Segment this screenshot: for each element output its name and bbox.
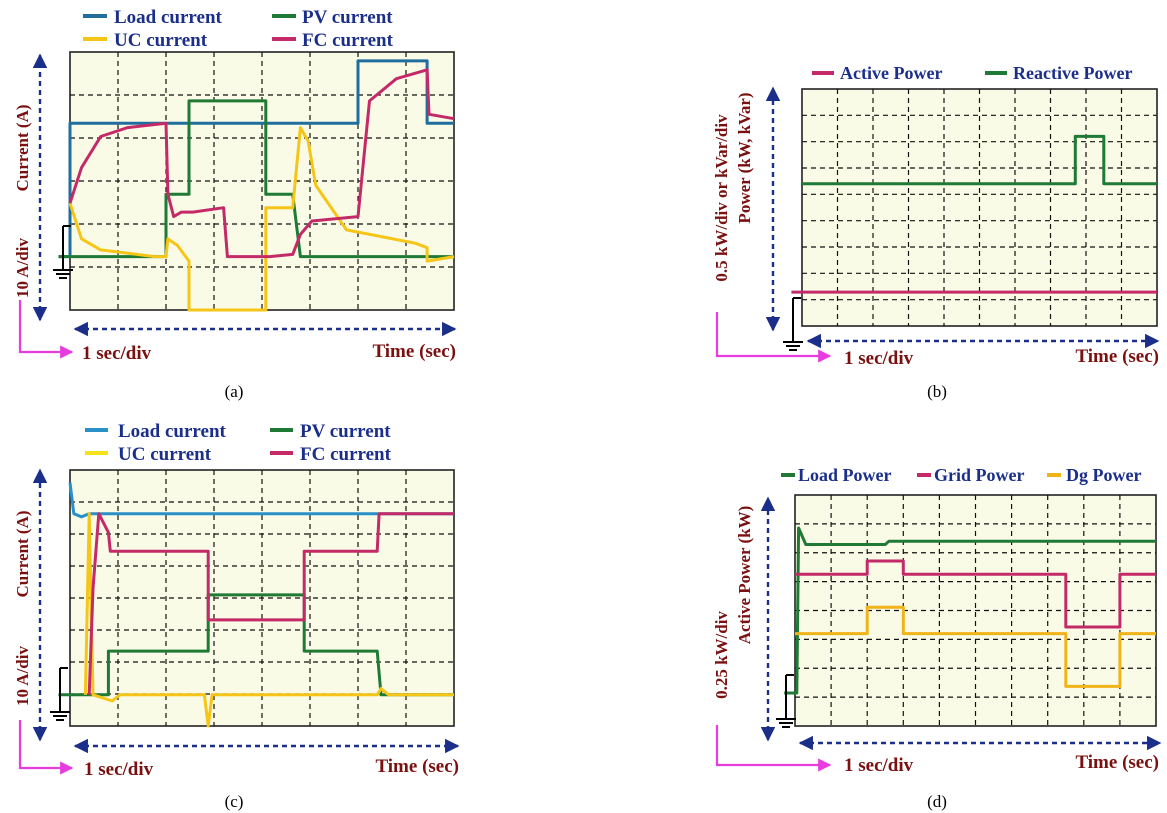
y-scale-d: 0.25 kW/div (712, 611, 731, 699)
legend-label-pv-c: PV current (300, 421, 391, 442)
legend-label-fc: FC current (302, 30, 394, 51)
x-unit-b: Time (sec) (1075, 346, 1159, 367)
panel-c: Load current PV current UC current FC cu… (20, 421, 459, 811)
y-scale-a: 10 A/div (13, 238, 32, 298)
legend-d: Load Power Grid Power Dg Power (781, 465, 1141, 485)
time-corner-arrow-c (20, 720, 72, 768)
x-unit-c: Time (sec) (375, 756, 459, 777)
x-unit-d: Time (sec) (1075, 752, 1159, 773)
panel-b: Active Power Reactive Power 1 sec/div Ti… (717, 63, 1159, 401)
legend-label-uc: UC current (114, 30, 208, 51)
y-scale-b: 0.5 kW/div or kVar/div (712, 114, 731, 282)
x-scale-b: 1 sec/div (844, 348, 914, 369)
y-scale-c: 10 A/div (13, 646, 32, 706)
x-unit-a: Time (sec) (372, 341, 456, 362)
legend-label-load-c: Load current (118, 421, 227, 442)
ground-icon-b (783, 298, 803, 350)
plot-area-d (776, 495, 1156, 727)
x-scale-a: 1 sec/div (82, 343, 152, 364)
y-unit-label-a: Current (A) (13, 104, 32, 191)
plot-area-b (783, 89, 1157, 350)
ground-icon-d (776, 675, 796, 727)
legend-label-load: Load current (114, 7, 223, 28)
caption-c: (c) (225, 792, 244, 811)
y-unit-label-c: Current (A) (13, 510, 32, 597)
time-corner-arrow-d (717, 725, 830, 765)
x-scale-c: 1 sec/div (84, 759, 154, 780)
legend-label-dg-power: Dg Power (1066, 465, 1141, 485)
panel-a: Load current PV current UC current FC cu… (20, 7, 456, 401)
legend-label-grid-power: Grid Power (934, 465, 1024, 485)
legend-label-active: Active Power (840, 63, 942, 83)
legend-label-reactive: Reactive Power (1013, 63, 1132, 83)
legend-c: Load current PV current UC current FC cu… (85, 421, 392, 465)
plot-area-a (53, 52, 454, 310)
y-unit-label-d: Active Power (kW) (735, 506, 754, 644)
caption-b: (b) (927, 382, 947, 401)
legend-label-uc-c: UC current (118, 444, 212, 465)
panel-d: Load Power Grid Power Dg Power 1 sec/div… (717, 465, 1160, 811)
legend-b: Active Power Reactive Power (812, 63, 1132, 83)
time-corner-arrow-a (20, 300, 72, 352)
x-scale-d: 1 sec/div (844, 755, 914, 776)
legend-label-pv: PV current (302, 7, 393, 28)
legend-a: Load current PV current UC current FC cu… (83, 7, 394, 51)
caption-d: (d) (927, 792, 947, 811)
legend-label-fc-c: FC current (300, 444, 392, 465)
legend-label-load-power: Load Power (798, 465, 892, 485)
y-unit-label-b: Power (kW, kVar) (735, 92, 754, 223)
plot-area-c (50, 470, 454, 726)
caption-a: (a) (225, 382, 244, 401)
